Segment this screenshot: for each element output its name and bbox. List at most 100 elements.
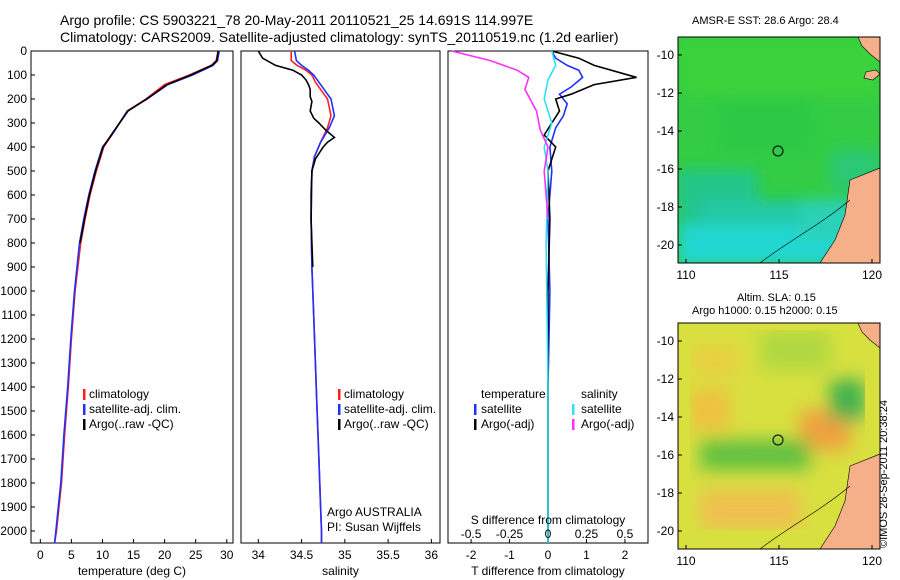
x-tick-label: 30 bbox=[220, 548, 234, 562]
x-tick-label: 5 bbox=[68, 548, 75, 562]
x-axis-label: T difference from climatology bbox=[471, 564, 625, 578]
legend-swatch bbox=[572, 419, 575, 430]
legend-swatch bbox=[338, 404, 341, 415]
x-tick-label: 34.5 bbox=[290, 548, 314, 562]
series-line-satellite bbox=[547, 50, 584, 543]
top-tick-label: 0.5 bbox=[617, 527, 634, 541]
series-line-argo-raw-qc- bbox=[257, 50, 336, 268]
series-line-climatology bbox=[290, 51, 332, 543]
top-tick-label: 0.25 bbox=[575, 527, 599, 541]
panel-2-frame bbox=[240, 50, 441, 544]
legend-label: climatology bbox=[344, 387, 404, 401]
legend-swatch bbox=[338, 389, 341, 400]
legend-label: Argo(..raw -QC) bbox=[89, 417, 174, 431]
x-tick-label: 0 bbox=[37, 548, 44, 562]
map2-x-tick-label: 110 bbox=[676, 554, 695, 568]
y-tick-label: 600 bbox=[7, 188, 27, 202]
legend-swatch bbox=[338, 419, 341, 430]
legend-swatch bbox=[83, 404, 86, 415]
x-axis-label: temperature (deg C) bbox=[78, 564, 186, 578]
y-tick-label: 1700 bbox=[0, 452, 27, 466]
map1-x-tick-label: 115 bbox=[769, 268, 788, 282]
x-tick-label: -1 bbox=[504, 548, 515, 562]
map2-title-line2: Argo h1000: 0.15 h2000: 0.15 bbox=[692, 305, 838, 317]
y-tick-label: 700 bbox=[7, 212, 27, 226]
y-tick-label: 1000 bbox=[0, 284, 27, 298]
map2-x-tick-label: 115 bbox=[769, 554, 788, 568]
map2-y-tick-label: -12 bbox=[657, 372, 675, 386]
series-line-satellite bbox=[543, 50, 557, 543]
y-tick-label: 200 bbox=[7, 92, 27, 106]
map2-y-tick-label: -20 bbox=[657, 524, 675, 538]
legend-swatch bbox=[83, 389, 86, 400]
y-tick-label: 1900 bbox=[0, 500, 27, 514]
y-tick-label: 1100 bbox=[1, 308, 27, 322]
legend-swatch bbox=[572, 404, 575, 415]
y-tick-label: 1800 bbox=[0, 476, 27, 490]
top-tick-label: 0 bbox=[545, 527, 552, 541]
x-tick-label: -2 bbox=[466, 548, 477, 562]
sla-map bbox=[678, 323, 880, 549]
top-axis-label: S difference from climatology bbox=[471, 513, 626, 527]
x-axis-label: salinity bbox=[322, 564, 359, 578]
y-tick-label: 1500 bbox=[0, 404, 27, 418]
legend-label: Argo(-adj) bbox=[581, 417, 634, 431]
annotation-text: Argo AUSTRALIA bbox=[327, 505, 422, 519]
series-line-satellite-adj-clim- bbox=[53, 50, 221, 544]
top-tick-label: -0.25 bbox=[496, 527, 524, 541]
series-line-satellite-adj-clim- bbox=[293, 50, 336, 543]
y-tick-label: 0 bbox=[20, 44, 27, 58]
map1-y-tick-label: -18 bbox=[657, 200, 675, 214]
map1-y-tick-label: -10 bbox=[657, 48, 675, 62]
x-tick-label: 1 bbox=[583, 548, 590, 562]
x-tick-label: 25 bbox=[189, 548, 203, 562]
y-tick-label: 2000 bbox=[0, 524, 27, 538]
top-tick-label: -0.5 bbox=[461, 527, 482, 541]
legend-label: Argo(-adj) bbox=[481, 417, 534, 431]
annotation-text: PI: Susan Wijffels bbox=[327, 520, 421, 534]
legend-swatch bbox=[83, 419, 86, 430]
x-tick-label: 0 bbox=[545, 548, 552, 562]
series-line-climatology bbox=[53, 50, 219, 544]
map2-y-tick-label: -18 bbox=[657, 486, 675, 500]
x-tick-label: 34 bbox=[252, 548, 266, 562]
map1-x-tick-label: 110 bbox=[676, 268, 695, 282]
panel-1-frame bbox=[30, 50, 234, 544]
y-tick-label: 1200 bbox=[0, 332, 27, 346]
legend-swatch bbox=[474, 419, 477, 430]
map2-x-tick-label: 120 bbox=[862, 554, 882, 568]
y-tick-label: 1600 bbox=[0, 428, 27, 442]
y-tick-label: 1400 bbox=[0, 380, 27, 394]
x-tick-label: 35 bbox=[338, 548, 352, 562]
map1-y-tick-label: -14 bbox=[657, 124, 675, 138]
legend-label: satellite-adj. clim. bbox=[344, 402, 436, 416]
x-tick-label: 35.5 bbox=[376, 548, 400, 562]
map1-title: AMSR-E SST: 28.6 Argo: 28.4 bbox=[692, 15, 839, 27]
header-line-2: Climatology: CARS2009. Satellite-adjuste… bbox=[60, 29, 619, 45]
legend-label: salinity bbox=[581, 387, 618, 401]
x-tick-label: 36 bbox=[425, 548, 439, 562]
header-line-1: Argo profile: CS 5903221_78 20-May-2011 … bbox=[60, 12, 534, 28]
map1-x-tick-label: 120 bbox=[862, 268, 882, 282]
series-line-argo-raw-qc- bbox=[79, 50, 219, 244]
legend-label: temperature bbox=[481, 387, 546, 401]
map2-y-tick-label: -16 bbox=[657, 448, 675, 462]
series-line-argo-adj- bbox=[451, 50, 549, 220]
y-tick-label: 900 bbox=[7, 260, 27, 274]
series-line-argo-adj- bbox=[543, 50, 637, 543]
y-tick-label: 800 bbox=[7, 236, 27, 250]
x-tick-label: 15 bbox=[127, 548, 141, 562]
x-tick-label: 10 bbox=[96, 548, 110, 562]
y-tick-label: 400 bbox=[7, 140, 27, 154]
map2-y-tick-label: -10 bbox=[657, 334, 675, 348]
map2-y-tick-label: -14 bbox=[657, 410, 675, 424]
map1-y-tick-label: -16 bbox=[657, 162, 675, 176]
map1-y-tick-label: -20 bbox=[657, 238, 675, 252]
map1-y-tick-label: -12 bbox=[657, 86, 675, 100]
y-tick-label: 500 bbox=[7, 164, 27, 178]
legend-label: Argo(..raw -QC) bbox=[344, 417, 429, 431]
legend-label: climatology bbox=[89, 387, 149, 401]
y-tick-label: 1300 bbox=[0, 356, 27, 370]
legend-label: satellite-adj. clim. bbox=[89, 402, 181, 416]
